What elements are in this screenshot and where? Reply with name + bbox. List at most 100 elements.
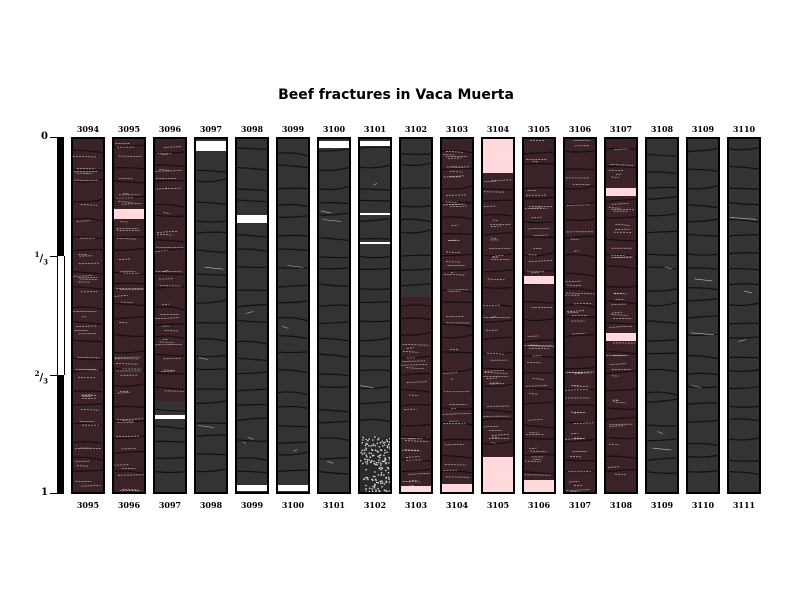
stipple-dot xyxy=(381,440,384,443)
beef-vein xyxy=(119,271,136,273)
beef-vein xyxy=(609,363,626,365)
core-bottom-label: 3105 xyxy=(486,500,510,510)
beef-vein xyxy=(402,344,430,346)
fracture-line xyxy=(524,187,554,190)
fracture-line xyxy=(729,437,759,441)
stipple-dot xyxy=(387,445,389,447)
core-top-label: 3100 xyxy=(322,124,346,134)
stipple-dot xyxy=(386,451,388,454)
stipple-dot xyxy=(373,460,375,463)
fracture-line xyxy=(565,367,595,370)
fracture-line xyxy=(401,404,431,407)
beef-vein xyxy=(73,156,97,158)
fracture-line xyxy=(155,203,185,208)
fracture-line xyxy=(688,372,718,376)
fracture-line xyxy=(688,218,718,223)
fracture-line xyxy=(401,436,431,441)
fracture-line xyxy=(278,187,308,190)
fracture-line xyxy=(688,267,718,271)
stipple-dot xyxy=(368,490,371,492)
beef-vein xyxy=(404,449,419,451)
fracture-line xyxy=(483,199,513,202)
beef-vein xyxy=(119,322,128,324)
core-bottom-label: 3096 xyxy=(117,500,141,510)
fracture-line xyxy=(524,401,554,405)
beef-vein xyxy=(77,357,100,359)
missing-section xyxy=(360,242,390,244)
fracture-line xyxy=(319,321,349,325)
fracture-line xyxy=(442,233,472,235)
fracture-line xyxy=(647,186,677,190)
core-column xyxy=(317,137,351,494)
fracture-line xyxy=(401,283,431,287)
fracture-line xyxy=(360,255,390,259)
stipple-dot xyxy=(368,487,371,490)
missing-section xyxy=(237,215,267,223)
fracture-line xyxy=(73,422,103,427)
fracture-line xyxy=(483,336,513,341)
fracture-line xyxy=(647,253,677,256)
fracture-line xyxy=(319,337,349,342)
fracture-line xyxy=(565,303,595,309)
fracture-line xyxy=(688,298,718,302)
missing-section xyxy=(442,484,472,492)
fracture-line xyxy=(483,440,513,445)
beef-vein xyxy=(565,280,582,283)
beef-vein xyxy=(114,356,142,359)
fracture-line xyxy=(565,316,595,318)
fracture-line xyxy=(114,236,144,239)
stipple-dot xyxy=(383,474,385,476)
fracture-line xyxy=(524,236,554,239)
beef-vein xyxy=(73,275,93,277)
fracture-line xyxy=(73,149,103,154)
beef-vein xyxy=(610,254,625,256)
beef-vein xyxy=(406,347,414,349)
beef-vein xyxy=(609,425,625,427)
calcite-vein xyxy=(744,290,753,294)
fracture-line xyxy=(360,401,390,405)
fracture-line xyxy=(606,407,636,411)
stipple-dot xyxy=(371,488,373,490)
fracture-line xyxy=(524,269,554,274)
fracture-line xyxy=(688,442,718,446)
fracture-line xyxy=(647,301,677,307)
fracture-line xyxy=(73,248,103,252)
stipple-dot xyxy=(386,490,388,492)
fracture-line xyxy=(73,217,103,222)
beef-vein xyxy=(609,443,620,446)
core-top-label: 3104 xyxy=(486,124,510,134)
beef-vein xyxy=(156,233,173,236)
calcite-vein xyxy=(664,266,673,270)
calcite-vein xyxy=(321,210,331,214)
beef-vein xyxy=(528,260,552,262)
fracture-line xyxy=(237,248,267,253)
fracture-line xyxy=(401,389,431,393)
fracture-line xyxy=(647,457,677,461)
beef-vein xyxy=(528,348,551,350)
fracture-line xyxy=(688,386,718,389)
depth-tick-one-third xyxy=(50,256,57,257)
fracture-line xyxy=(278,234,308,237)
fracture-line xyxy=(196,169,226,173)
fracture-line xyxy=(729,252,759,255)
stipple-dot xyxy=(370,448,373,451)
beef-vein xyxy=(566,371,595,373)
missing-section xyxy=(483,457,513,492)
stipple-dot xyxy=(382,442,385,444)
fracture-line xyxy=(483,286,513,289)
fracture-line xyxy=(483,269,513,273)
fracture-line xyxy=(360,369,390,372)
stipple-dot xyxy=(386,466,389,469)
fracture-line xyxy=(237,234,267,238)
maroon-interval xyxy=(73,139,103,492)
stipple-dot xyxy=(386,439,388,441)
beef-vein xyxy=(115,363,139,365)
core-column xyxy=(112,137,146,494)
fracture-line xyxy=(729,336,759,339)
beef-vein xyxy=(123,193,129,195)
beef-vein xyxy=(122,488,141,491)
stipple-dot xyxy=(367,478,369,481)
beef-vein xyxy=(402,360,426,362)
beef-vein xyxy=(121,301,133,303)
fracture-line xyxy=(155,353,185,357)
